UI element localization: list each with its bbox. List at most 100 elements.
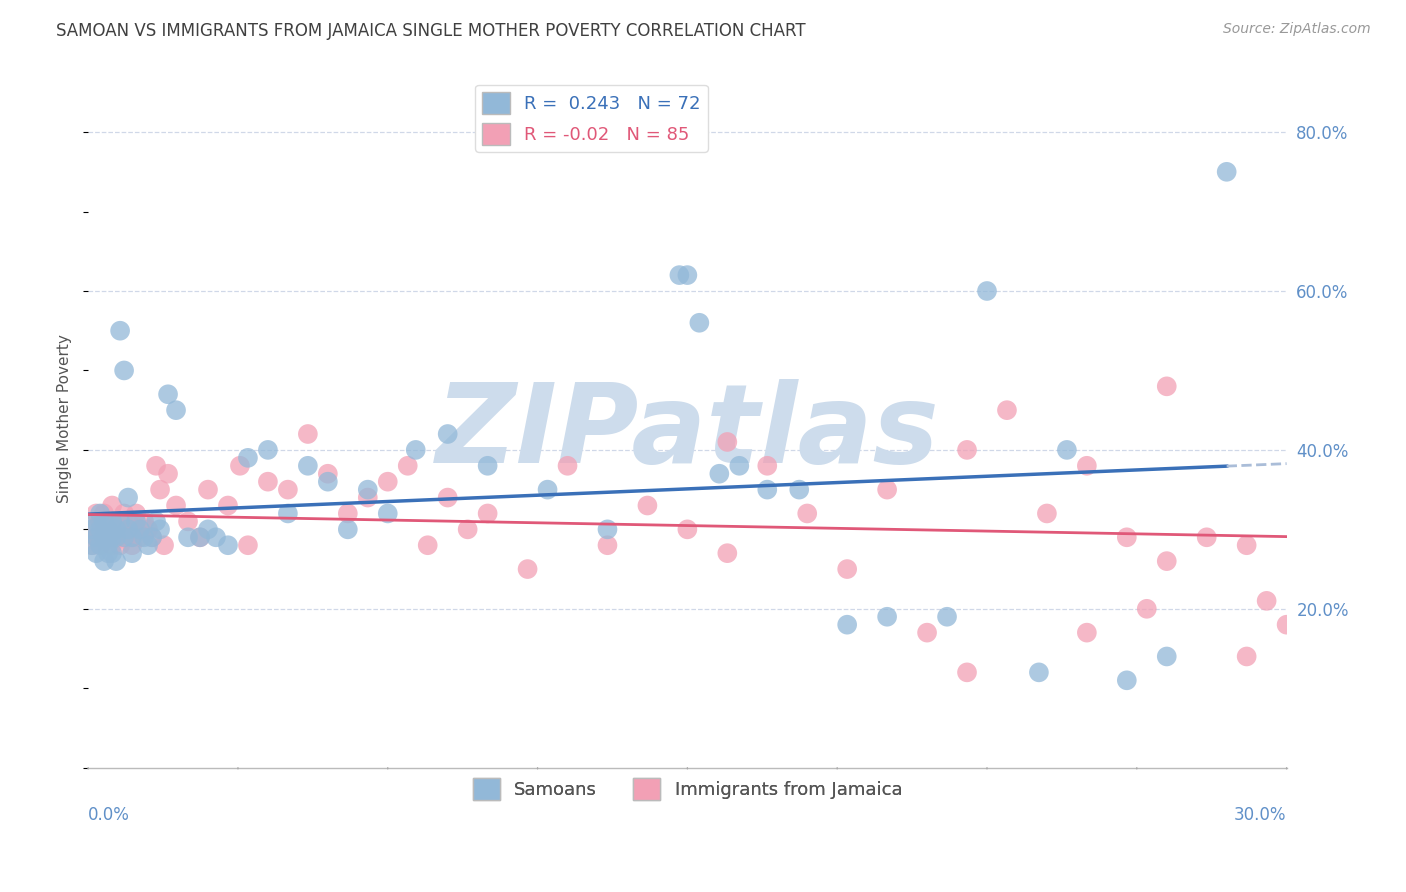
Point	[177, 515, 200, 529]
Point	[257, 442, 280, 457]
Point	[536, 483, 558, 497]
Point	[165, 403, 187, 417]
Point	[756, 483, 779, 497]
Point	[97, 522, 120, 536]
Point	[1056, 442, 1078, 457]
Point	[149, 522, 172, 536]
Point	[516, 562, 538, 576]
Point	[112, 530, 135, 544]
Point	[93, 530, 115, 544]
Point	[93, 554, 115, 568]
Point	[197, 483, 219, 497]
Point	[177, 530, 200, 544]
Point	[716, 434, 738, 449]
Point	[236, 538, 259, 552]
Point	[377, 475, 399, 489]
Point	[956, 442, 979, 457]
Point	[84, 530, 107, 544]
Point	[157, 467, 180, 481]
Point	[1336, 522, 1358, 536]
Point	[112, 507, 135, 521]
Point	[82, 538, 104, 552]
Point	[297, 458, 319, 473]
Point	[117, 491, 139, 505]
Point	[112, 530, 135, 544]
Point	[1028, 665, 1050, 680]
Point	[82, 538, 104, 552]
Point	[105, 530, 128, 544]
Point	[89, 515, 111, 529]
Point	[101, 499, 124, 513]
Point	[676, 522, 699, 536]
Point	[1236, 649, 1258, 664]
Point	[205, 530, 228, 544]
Point	[1195, 530, 1218, 544]
Point	[97, 515, 120, 529]
Point	[93, 522, 115, 536]
Point	[101, 530, 124, 544]
Point	[188, 530, 211, 544]
Point	[457, 522, 479, 536]
Point	[108, 515, 131, 529]
Point	[105, 522, 128, 536]
Point	[405, 442, 427, 457]
Point	[89, 538, 111, 552]
Point	[477, 458, 499, 473]
Point	[229, 458, 252, 473]
Point	[117, 522, 139, 536]
Point	[688, 316, 710, 330]
Point	[84, 515, 107, 529]
Point	[136, 538, 159, 552]
Point	[1115, 673, 1137, 688]
Point	[125, 515, 148, 529]
Point	[316, 475, 339, 489]
Legend: Samoans, Immigrants from Jamaica: Samoans, Immigrants from Jamaica	[465, 772, 910, 807]
Point	[217, 499, 239, 513]
Point	[1076, 625, 1098, 640]
Point	[1275, 617, 1298, 632]
Point	[915, 625, 938, 640]
Point	[995, 403, 1018, 417]
Point	[876, 609, 898, 624]
Point	[157, 387, 180, 401]
Point	[125, 507, 148, 521]
Point	[416, 538, 439, 552]
Point	[97, 530, 120, 544]
Point	[728, 458, 751, 473]
Point	[1256, 594, 1278, 608]
Point	[316, 467, 339, 481]
Point	[108, 522, 131, 536]
Point	[1236, 538, 1258, 552]
Point	[557, 458, 579, 473]
Point	[82, 522, 104, 536]
Point	[108, 538, 131, 552]
Point	[936, 609, 959, 624]
Point	[121, 530, 143, 544]
Text: 0.0%: 0.0%	[89, 806, 129, 824]
Point	[132, 515, 155, 529]
Point	[837, 617, 859, 632]
Point	[1395, 522, 1406, 536]
Point	[145, 515, 167, 529]
Point	[976, 284, 998, 298]
Point	[121, 530, 143, 544]
Point	[188, 530, 211, 544]
Point	[257, 475, 280, 489]
Point	[357, 491, 380, 505]
Point	[141, 530, 163, 544]
Point	[1315, 641, 1337, 656]
Text: 30.0%: 30.0%	[1234, 806, 1286, 824]
Point	[596, 538, 619, 552]
Point	[676, 268, 699, 282]
Point	[84, 507, 107, 521]
Point	[956, 665, 979, 680]
Point	[837, 562, 859, 576]
Point	[396, 458, 419, 473]
Point	[105, 554, 128, 568]
Point	[1036, 507, 1059, 521]
Point	[105, 530, 128, 544]
Point	[436, 491, 458, 505]
Point	[121, 538, 143, 552]
Point	[1156, 379, 1178, 393]
Point	[105, 515, 128, 529]
